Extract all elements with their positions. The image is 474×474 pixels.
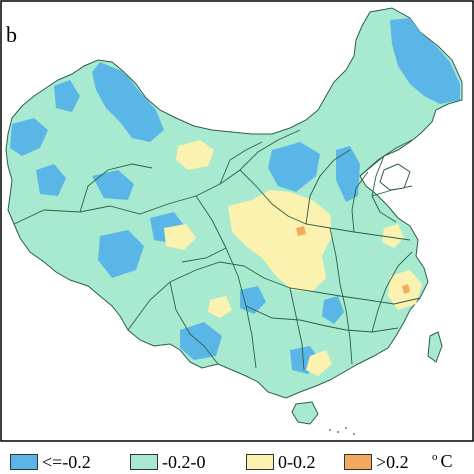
legend-label-0-02: 0-0.2 [278,451,316,472]
legend-label-le-neg02: <=-0.2 [42,451,91,472]
south-sea-islands [329,427,355,435]
legend-label-neg02-0: -0.2-0 [162,451,206,472]
unit-label: C [440,451,453,471]
legend-swatch-neg02-0 [130,454,158,470]
panel-label: b [6,22,17,47]
legend-item-le-neg02: <=-0.2 [10,452,91,472]
legend-swatch-0-02 [246,454,274,470]
province-boundaries [13,129,421,371]
class-le-neg02-regions [10,18,460,374]
bohai-sea [379,163,411,191]
taiwan-island [427,331,443,363]
class-gt-02-regions [296,226,410,294]
hainan-island [291,401,319,425]
legend-swatch-gt-02 [344,454,372,470]
degree-symbol: o [432,451,438,463]
legend-label-gt-02: >0.2 [376,451,409,472]
legend-swatch-le-neg02 [10,454,38,470]
legend-item-0-02: 0-0.2 [246,452,316,472]
china-temperature-map [0,0,474,442]
legend-item-gt-02: >0.2 [344,452,409,472]
legend-item-neg02-0: -0.2-0 [130,452,206,472]
